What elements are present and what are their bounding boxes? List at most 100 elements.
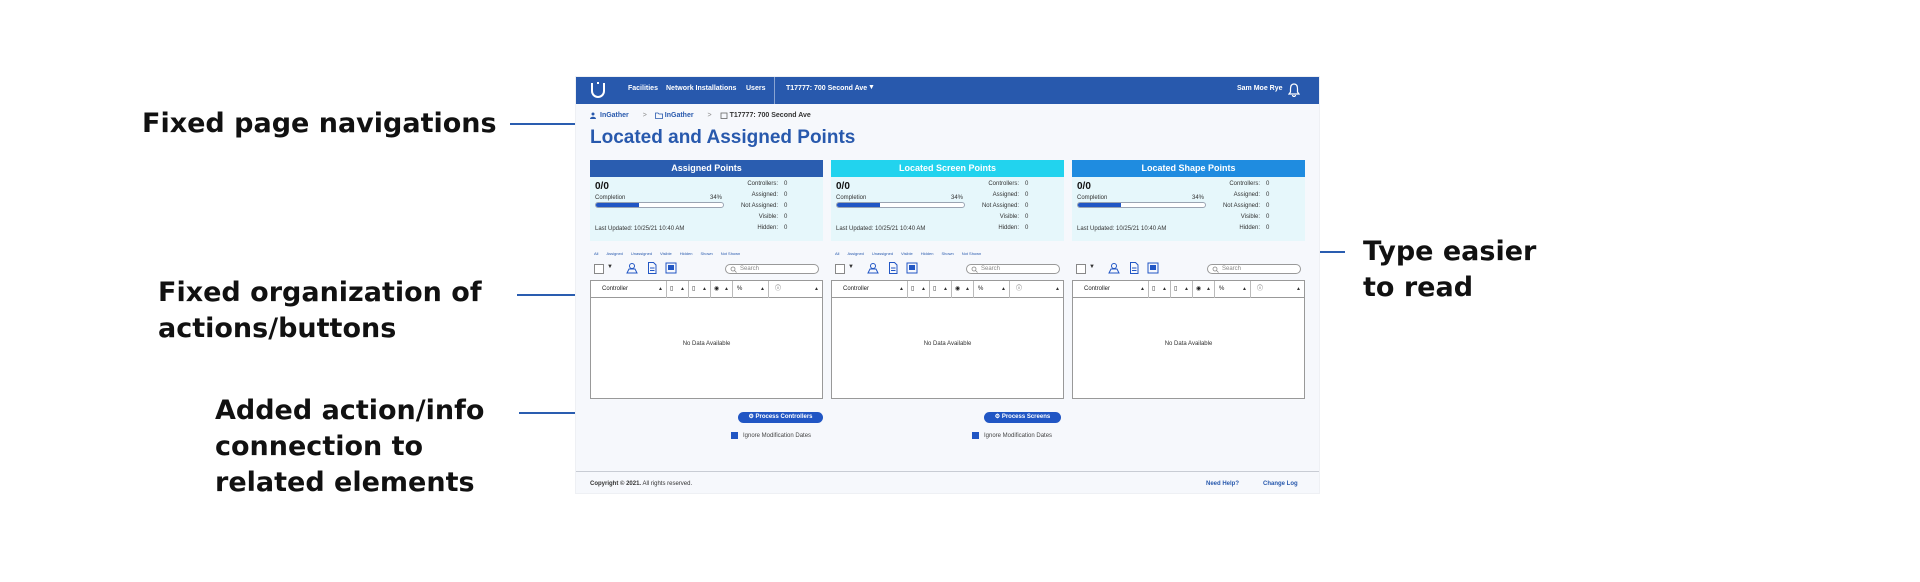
ignore-dates-checkbox[interactable] <box>972 432 979 439</box>
breadcrumb: InGather > InGather > T17777: 700 Second… <box>590 112 823 120</box>
sort-up-icon[interactable]: ▲ <box>814 286 819 292</box>
column-controller[interactable]: Controller ▲ <box>1073 281 1149 298</box>
assign-icon[interactable] <box>867 262 879 274</box>
column-visible[interactable]: ◉ ▲ <box>1193 281 1215 298</box>
sort-up-icon[interactable]: ▲ <box>702 286 707 292</box>
sort-up-icon[interactable]: ▲ <box>760 286 765 292</box>
sort-up-icon[interactable]: ▲ <box>943 286 948 292</box>
process-controllers-button[interactable]: ⚙ Process Controllers <box>738 412 823 423</box>
sort-up-icon[interactable]: ▲ <box>1184 286 1189 292</box>
data-table: Controller ▲ ▯ ▲ ▯ ▲ ◉ ▲ % ▲ ⓘ ▲ No Data Avail… <box>590 280 823 399</box>
select-dropdown-icon[interactable]: ▼ <box>607 264 613 270</box>
annotation-line-org <box>517 294 607 296</box>
column-info[interactable]: ⓘ ▲ <box>1251 281 1304 298</box>
filter-hidden[interactable]: Hidden <box>920 251 934 256</box>
assign-icon[interactable] <box>1108 262 1120 274</box>
completion-label: Completion <box>1077 195 1108 201</box>
filter-shown[interactable]: Shown <box>700 251 713 256</box>
breadcrumb-item-ingather[interactable]: InGather <box>654 112 700 119</box>
annotation-fixed-org: Fixed organization of actions/buttons <box>158 275 482 347</box>
points-ratio: 0/0 <box>836 181 850 192</box>
sort-up-icon[interactable]: ▲ <box>1001 286 1006 292</box>
column-info[interactable]: ⓘ ▲ <box>1010 281 1063 298</box>
column-visible[interactable]: ◉ ▲ <box>952 281 974 298</box>
sort-up-icon[interactable]: ▲ <box>724 286 729 292</box>
need-help-link[interactable]: Need Help? <box>1206 481 1240 487</box>
breadcrumb-item-ingather-root[interactable]: InGather <box>590 112 635 119</box>
search-icon <box>730 266 737 273</box>
column-info[interactable]: ⓘ ▲ <box>769 281 822 298</box>
sort-up-icon[interactable]: ▲ <box>1206 286 1211 292</box>
nav-network-installations[interactable]: Network Installations <box>666 85 737 92</box>
info-icon: ⓘ <box>775 286 782 292</box>
column-percent[interactable]: % ▲ <box>733 281 769 298</box>
search-input[interactable]: Search <box>1207 264 1301 274</box>
sort-up-icon[interactable]: ▲ <box>1162 286 1167 292</box>
bell-icon[interactable] <box>1288 83 1300 97</box>
select-all-checkbox[interactable] <box>835 264 845 274</box>
sort-up-icon[interactable]: ▲ <box>1242 286 1247 292</box>
page-title: Located and Assigned Points <box>590 127 856 148</box>
panel-stats: Controllers: 0 Assigned: 0 Not Assigned: 0 … <box>1223 179 1278 234</box>
search-input[interactable]: Search <box>966 264 1060 274</box>
change-log-link[interactable]: Change Log <box>1263 481 1298 487</box>
search-input[interactable]: Search <box>725 264 819 274</box>
filter-unassigned[interactable]: Unassigned <box>630 251 653 256</box>
sort-up-icon[interactable]: ▲ <box>1140 286 1145 292</box>
screen-icon[interactable] <box>1147 262 1159 274</box>
last-updated: Last Updated: 10/25/21 10:40 AM <box>1077 226 1167 232</box>
filter-not-shown[interactable]: Not Shown <box>720 251 741 256</box>
column-screen[interactable]: ▯ ▲ <box>1171 281 1193 298</box>
column-screen[interactable]: ▯ ▲ <box>930 281 952 298</box>
column-percent[interactable]: % ▲ <box>974 281 1010 298</box>
filter-shown[interactable]: Shown <box>941 251 954 256</box>
document-icon[interactable] <box>646 262 658 274</box>
filter-visible[interactable]: Visible <box>901 251 913 256</box>
filter-all[interactable]: All <box>594 251 599 256</box>
column-visible[interactable]: ◉ ▲ <box>711 281 733 298</box>
document-icon[interactable] <box>1128 262 1140 274</box>
filter-unassigned[interactable]: Unassigned <box>871 251 894 256</box>
filter-not-shown[interactable]: Not Shown <box>961 251 982 256</box>
screen-icon[interactable] <box>906 262 918 274</box>
select-all-checkbox[interactable] <box>1076 264 1086 274</box>
column-doc[interactable]: ▯ ▲ <box>908 281 930 298</box>
sort-up-icon[interactable]: ▲ <box>1055 286 1060 292</box>
sort-up-icon[interactable]: ▲ <box>921 286 926 292</box>
nav-users[interactable]: Users <box>746 85 766 92</box>
user-name[interactable]: Sam Moe Rye <box>1237 85 1283 92</box>
nav-facilities[interactable]: Facilities <box>628 85 658 92</box>
stat-row: Hidden: 0 <box>998 225 1029 231</box>
column-controller[interactable]: Controller ▲ <box>591 281 667 298</box>
screen-icon[interactable] <box>665 262 677 274</box>
column-controller[interactable]: Controller ▲ <box>832 281 908 298</box>
sort-up-icon[interactable]: ▲ <box>899 286 904 292</box>
select-all-checkbox[interactable] <box>594 264 604 274</box>
last-updated: Last Updated: 10/25/21 10:40 AM <box>595 226 685 232</box>
column-percent[interactable]: % ▲ <box>1215 281 1251 298</box>
filter-hidden[interactable]: Hidden <box>679 251 693 256</box>
panel-summary: 0/0 Completion 34% Last Updated: 10/25/2… <box>590 177 823 241</box>
filter-assigned[interactable]: Assigned <box>847 251 864 256</box>
sort-up-icon[interactable]: ▲ <box>658 286 663 292</box>
panel-header: Assigned Points <box>590 160 823 177</box>
filter-visible[interactable]: Visible <box>660 251 672 256</box>
chevron-down-icon[interactable]: ▼ <box>868 84 875 91</box>
process-screens-button[interactable]: ⚙ Process Screens <box>984 412 1061 423</box>
facility-selector[interactable]: T17777: 700 Second Ave <box>786 85 868 92</box>
column-doc[interactable]: ▯ ▲ <box>1149 281 1171 298</box>
ignore-dates-checkbox[interactable] <box>731 432 738 439</box>
document-icon[interactable] <box>887 262 899 274</box>
ignore-dates-toggle[interactable]: Ignore Modification Dates <box>972 432 1052 439</box>
sort-up-icon[interactable]: ▲ <box>680 286 685 292</box>
select-dropdown-icon[interactable]: ▼ <box>848 264 854 270</box>
filter-assigned[interactable]: Assigned <box>606 251 623 256</box>
ignore-dates-toggle[interactable]: Ignore Modification Dates <box>731 432 811 439</box>
select-dropdown-icon[interactable]: ▼ <box>1089 264 1095 270</box>
sort-up-icon[interactable]: ▲ <box>965 286 970 292</box>
filter-all[interactable]: All <box>835 251 840 256</box>
assign-icon[interactable] <box>626 262 638 274</box>
column-doc[interactable]: ▯ ▲ <box>667 281 689 298</box>
sort-up-icon[interactable]: ▲ <box>1296 286 1301 292</box>
column-screen[interactable]: ▯ ▲ <box>689 281 711 298</box>
